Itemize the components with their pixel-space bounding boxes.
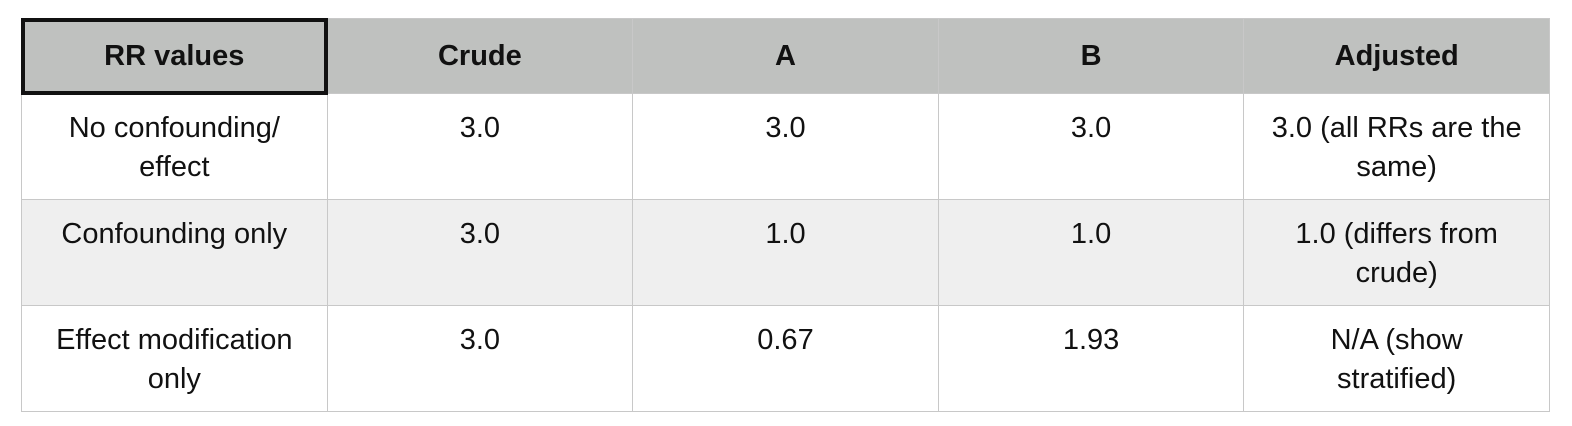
header-cell: RR values [20,17,329,95]
table-cell: 1.0 [937,199,1245,306]
table-cell: 3.0 [937,93,1245,200]
row-label: No confounding/ effect [21,93,328,200]
header-row: RR values Crude A B Adjusted [20,17,1550,95]
table-cell: 3.0 [632,93,939,200]
row-label: Confounding only [21,199,328,306]
rr-table: RR values Crude A B Adjusted No confounding/… [20,17,1550,412]
table-cell: 3.0 [326,93,634,200]
table-cell: 3.0 [326,199,634,306]
table-row: Effect modification only 3.0 0.67 1.93 N/A (… [21,305,1550,412]
table-cell: N/A (show stratified) [1243,305,1550,412]
row-label: Effect modification only [21,305,328,412]
table-cell: 1.0 [632,199,939,306]
table-row: No confounding/ effect 3.0 3.0 3.0 3.0 (all … [21,93,1550,200]
table-cell: 3.0 [326,305,634,412]
table-header: RR values Crude A B Adjusted [20,17,1550,95]
table-wrapper: RR values Crude A B Adjusted No confounding/… [20,17,1550,412]
table-cell: 3.0 (all RRs are the same) [1243,93,1550,200]
table-body: No confounding/ effect 3.0 3.0 3.0 3.0 (all … [21,93,1550,412]
header-cell: Adjusted [1243,18,1550,94]
header-cell: B [937,18,1245,94]
table-cell: 0.67 [632,305,939,412]
table-cell: 1.0 (differs from crude) [1243,199,1550,306]
header-cell: A [632,18,939,94]
table-cell: 1.93 [937,305,1245,412]
table-row: Confounding only 3.0 1.0 1.0 1.0 (differs fr… [21,199,1550,306]
header-cell: Crude [326,18,634,94]
